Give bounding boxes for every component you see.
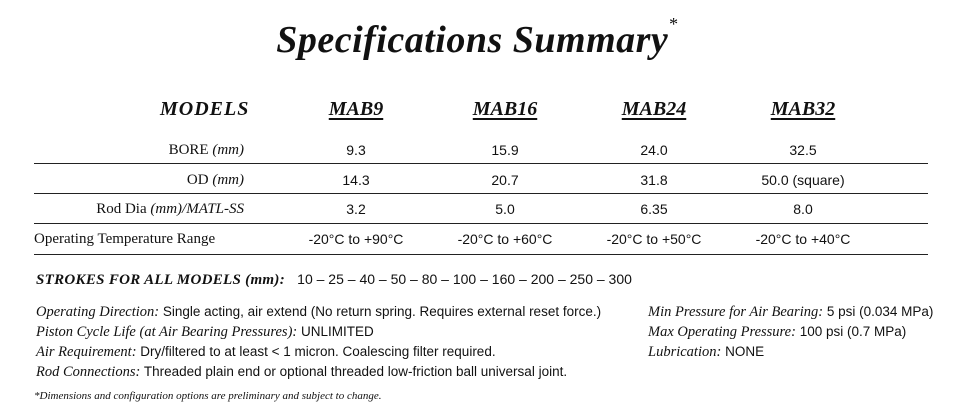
cell-mab16: 20.7 (491, 172, 519, 188)
cell-mab9: 9.3 (346, 142, 366, 158)
cell-mab24: -20°C to +50°C (606, 231, 702, 247)
spec-label: Lubrication: (648, 344, 722, 360)
cell-mab9: 3.2 (346, 201, 366, 217)
strokes-values: 10 – 25 – 40 – 50 – 80 – 100 – 160 – 200… (297, 271, 632, 287)
spec-label: Air Requirement: (36, 344, 137, 360)
title-text: Specifications Summary (276, 19, 669, 61)
row-label: OD (mm) (34, 166, 244, 195)
spec-value: Single acting, air extend (No return spr… (162, 304, 602, 319)
table-row-rod-dia: Rod Dia (mm)/MATL-SS 3.2 5.0 6.35 8.0 (34, 195, 928, 224)
cell-mab16: -20°C to +60°C (457, 231, 553, 247)
cell-mab32: 50.0 (square) (761, 172, 845, 188)
row-divider (34, 223, 928, 224)
spec-piston-cycle-life: Piston Cycle Life (at Air Bearing Pressu… (36, 322, 374, 342)
cell-mab32: -20°C to +40°C (755, 231, 851, 247)
model-mab32-header: MAB32 (770, 98, 836, 120)
table-row-od: OD (mm) 14.3 20.7 31.8 50.0 (square) (34, 166, 928, 195)
cell-mab9: 14.3 (342, 172, 370, 188)
spec-min-pressure: Min Pressure for Air Bearing: 5 psi (0.0… (648, 302, 933, 322)
spec-lubrication: Lubrication: NONE (648, 342, 764, 362)
models-header: MODELS (160, 98, 250, 120)
row-divider (34, 193, 928, 194)
model-mab24-header: MAB24 (621, 98, 687, 120)
spec-value: 5 psi (0.034 MPa) (826, 304, 934, 319)
cell-mab24: 24.0 (640, 142, 668, 158)
spec-max-pressure: Max Operating Pressure: 100 psi (0.7 MPa… (648, 322, 906, 342)
spec-label: Rod Connections: (36, 364, 141, 380)
spec-rod-connections: Rod Connections: Threaded plain end or o… (36, 362, 567, 382)
row-label-unit: (mm)/MATL-SS (150, 201, 244, 217)
row-label-unit: (mm) (212, 172, 244, 188)
model-mab16-header: MAB16 (472, 98, 538, 120)
row-label: Operating Temperature Range (34, 225, 264, 254)
spec-label: Operating Direction: (36, 304, 160, 320)
table-row-bore: BORE (mm) 9.3 15.9 24.0 32.5 (34, 136, 928, 165)
spec-value: Threaded plain end or optional threaded … (143, 364, 568, 379)
strokes-line: STROKES FOR ALL MODELS (mm): 10 – 25 – 4… (36, 271, 632, 289)
title-asterisk: * (668, 14, 678, 34)
spec-label: Min Pressure for Air Bearing: (648, 304, 824, 320)
spec-value: NONE (725, 344, 765, 359)
spec-value: 100 psi (0.7 MPa) (799, 324, 907, 339)
row-divider (34, 163, 928, 164)
spec-value: UNLIMITED (301, 324, 374, 339)
cell-mab24: 6.35 (640, 201, 668, 217)
table-row-temperature: Operating Temperature Range -20°C to +90… (34, 225, 928, 254)
cell-mab9: -20°C to +90°C (308, 231, 404, 247)
cell-mab24: 31.8 (640, 172, 668, 188)
spec-operating-direction: Operating Direction: Single acting, air … (36, 302, 601, 322)
row-label-name: Rod Dia (96, 201, 147, 217)
strokes-label: STROKES FOR ALL MODELS (mm): (36, 272, 285, 288)
footnote: *Dimensions and configuration options ar… (34, 390, 382, 402)
cell-mab16: 5.0 (495, 201, 515, 217)
table-bottom-rule (34, 254, 928, 255)
cell-mab32: 8.0 (793, 201, 813, 217)
row-label: BORE (mm) (34, 136, 244, 165)
spec-label: Max Operating Pressure: (648, 324, 796, 340)
row-label-unit: (mm) (212, 142, 244, 158)
model-mab9-header: MAB9 (328, 98, 384, 120)
row-label-name: OD (186, 172, 209, 188)
row-label: Rod Dia (mm)/MATL-SS (34, 195, 244, 224)
spec-label: Piston Cycle Life (at Air Bearing Pressu… (36, 324, 298, 340)
page-title: Specifications Summary* (0, 14, 954, 62)
row-label-name: Operating Temperature Range (34, 231, 216, 247)
cell-mab16: 15.9 (491, 142, 519, 158)
spec-air-requirement: Air Requirement: Dry/filtered to at leas… (36, 342, 496, 362)
spec-value: Dry/filtered to at least < 1 micron. Coa… (140, 344, 496, 359)
row-label-name: BORE (168, 142, 209, 158)
cell-mab32: 32.5 (789, 142, 817, 158)
